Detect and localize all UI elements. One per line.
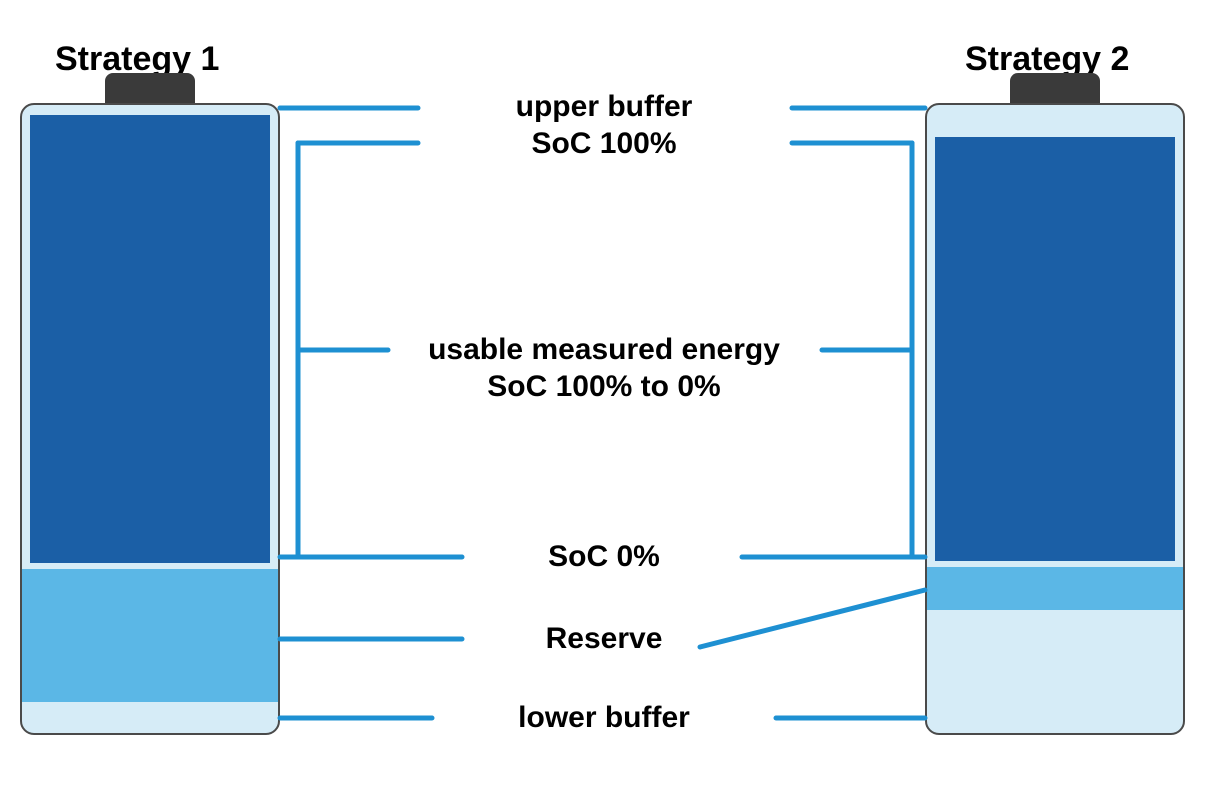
diagram-canvas: Strategy 1 Strategy 2 upper buffer SoC 1… (0, 0, 1208, 787)
label-soc-0: SoC 0% (0, 540, 1208, 574)
label-usable-line1: usable measured energy (0, 333, 1208, 367)
label-upper-buffer: upper buffer (0, 90, 1208, 124)
label-usable-line2: SoC 100% to 0% (0, 370, 1208, 404)
label-soc-100: SoC 100% (0, 127, 1208, 161)
label-reserve: Reserve (0, 622, 1208, 656)
label-lower-buffer: lower buffer (0, 701, 1208, 735)
